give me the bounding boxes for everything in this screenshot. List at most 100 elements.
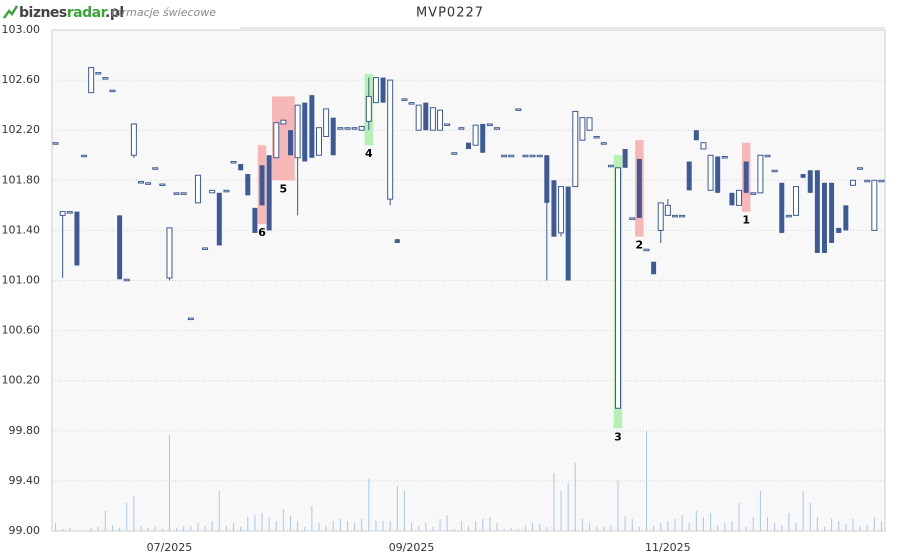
candle-body — [194, 174, 201, 204]
candle-body — [693, 130, 699, 141]
volume-bar — [767, 516, 769, 531]
candle-body — [764, 154, 771, 158]
candle-body — [558, 186, 565, 234]
candle-body — [657, 202, 664, 231]
volume-bar — [460, 520, 462, 531]
candle-body — [166, 227, 173, 279]
volume-bar — [119, 527, 121, 531]
volume-bar — [475, 520, 477, 531]
volume-bar — [197, 522, 199, 531]
pattern-label: 3 — [614, 430, 622, 443]
volume-bar — [610, 524, 612, 531]
plot-layer: 99.00 99.40 99.80 100.20 100.60 101.00 101.40 1… — [2, 23, 885, 554]
volume-bar — [788, 512, 790, 531]
candle-body — [622, 148, 628, 168]
volume-bar — [147, 527, 149, 531]
volume-bar — [524, 524, 526, 531]
volume-bar — [247, 516, 249, 531]
candle-body — [565, 186, 571, 281]
candle-body — [123, 278, 130, 282]
candle-body — [536, 154, 543, 158]
volume-bar — [880, 520, 882, 531]
candle-body — [302, 102, 308, 162]
volume-bar — [418, 525, 420, 531]
candle-body — [180, 192, 187, 195]
candle-body — [651, 261, 657, 275]
candle-body — [102, 77, 109, 80]
candle-body — [807, 170, 813, 193]
volume-bar — [453, 528, 455, 531]
volume-bar — [695, 510, 697, 531]
volume-bar — [375, 520, 377, 531]
volume-bar — [90, 527, 92, 531]
volume-bar — [823, 526, 825, 531]
y-tick-label: 99.80 — [9, 424, 41, 437]
candle-body — [259, 165, 265, 206]
volume-bar — [816, 516, 818, 531]
volume-bar — [112, 524, 114, 531]
volume-bar — [439, 518, 441, 531]
volume-bar — [62, 528, 64, 531]
volume-bar — [432, 526, 434, 531]
volume-bar — [702, 516, 704, 531]
candle-body — [878, 179, 885, 183]
candle-body — [529, 154, 536, 158]
candle-body — [337, 127, 344, 130]
candle-body — [223, 189, 230, 193]
candle-body — [344, 127, 351, 130]
volume-bar — [282, 508, 284, 531]
candle-body — [857, 167, 864, 170]
candle-body — [230, 161, 237, 164]
candle-body — [358, 125, 365, 131]
candle-body — [607, 164, 614, 168]
volume-bar — [852, 518, 854, 531]
candle-body — [551, 180, 557, 237]
pattern-label: 6 — [258, 226, 266, 239]
candle-body — [238, 164, 244, 171]
candle-body — [643, 248, 650, 252]
volume-bar — [581, 518, 583, 531]
volume-bar — [304, 526, 306, 531]
logo-part: radar — [67, 5, 108, 21]
volume-bar — [368, 478, 370, 531]
volume-bar — [589, 522, 591, 531]
volume-bar — [517, 528, 519, 531]
candle-body — [117, 215, 123, 280]
candle-body — [814, 170, 820, 253]
volume-bar — [482, 518, 484, 531]
candle-body — [309, 95, 315, 158]
y-tick-label: 101.40 — [2, 223, 41, 236]
volume-bar — [838, 520, 840, 531]
volume-bar — [161, 528, 163, 531]
volume-bar — [660, 522, 662, 531]
pattern-label: 2 — [636, 239, 644, 252]
volume-bar — [346, 520, 348, 531]
candle-body — [721, 156, 728, 159]
candle-body — [522, 154, 529, 158]
candle-body — [95, 72, 102, 75]
volume-bar — [126, 502, 128, 531]
candle-body — [779, 182, 785, 233]
volume-bar — [859, 525, 861, 531]
y-tick-label: 100.60 — [2, 324, 41, 337]
volume-bar — [532, 522, 534, 531]
volume-bar — [560, 490, 562, 531]
volume-bar — [603, 526, 605, 531]
candle-body — [415, 104, 422, 131]
volume-bar — [645, 430, 647, 531]
candle-body — [365, 95, 372, 122]
candle-body — [130, 123, 137, 156]
volume-bar — [489, 516, 491, 531]
volume-bar — [831, 518, 833, 531]
candle-body — [145, 182, 152, 185]
y-tick-label: 100.20 — [2, 374, 41, 387]
volume-bar — [759, 490, 761, 531]
volume-bar — [631, 518, 633, 531]
candle-body — [743, 161, 749, 193]
candle-body — [351, 127, 358, 130]
candle-body — [88, 67, 95, 94]
candle-body — [586, 117, 593, 131]
logo: biznesradar.pl — [19, 5, 124, 21]
candle-body — [323, 108, 330, 137]
volume-bar — [211, 520, 213, 531]
